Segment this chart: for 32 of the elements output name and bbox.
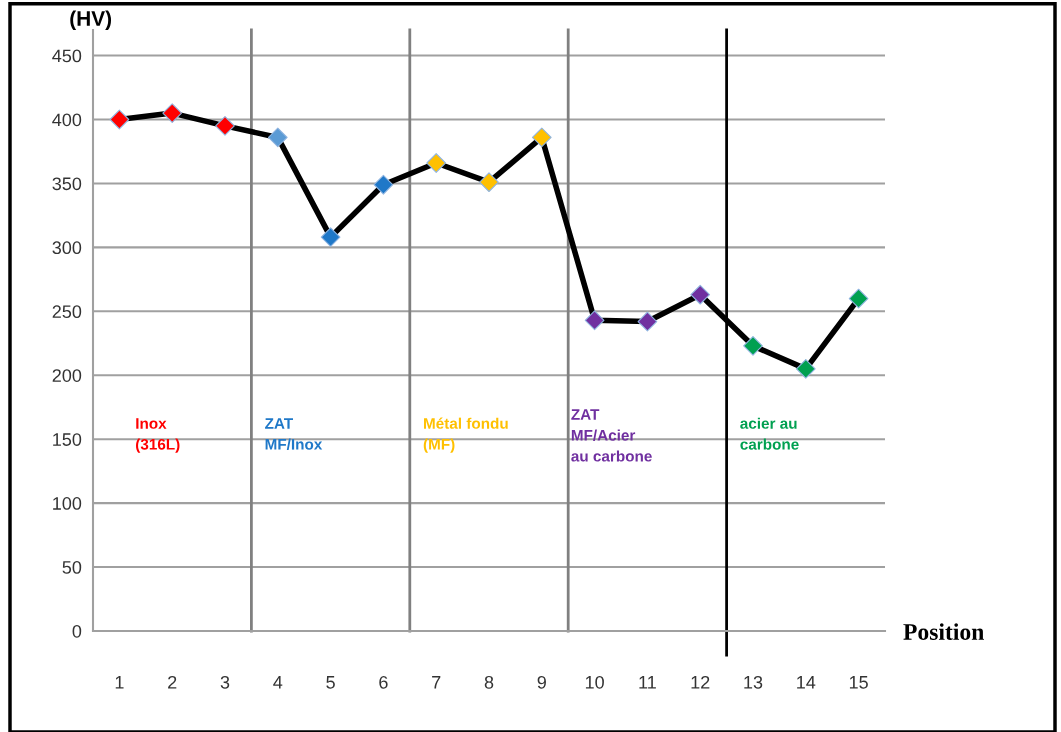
- y-tick-label: 0: [72, 624, 82, 638]
- annotation: ZAT MF/Acier au carbone: [571, 409, 652, 462]
- x-tick-label: 5: [326, 676, 335, 689]
- y-tick-label: 300: [52, 241, 82, 255]
- x-tick-label: 3: [220, 675, 230, 689]
- y-tick-label: 450: [52, 49, 82, 63]
- x-tick-label: 4: [273, 676, 283, 689]
- annotation: ZAT MF/Inox: [265, 418, 323, 450]
- x-tick-label: 1: [115, 676, 124, 689]
- y-tick-label: 400: [52, 113, 82, 127]
- annotation: Inox (316L): [136, 418, 180, 453]
- x-tick-label: 11: [639, 676, 656, 689]
- x-tick-label: 10: [585, 675, 604, 689]
- x-tick-label: 6: [379, 675, 388, 689]
- annotation: Métal fondu (MF): [423, 417, 508, 453]
- y-tick-label: 200: [52, 369, 82, 382]
- y-tick-label: 100: [53, 497, 82, 510]
- x-tick-label: 7: [432, 676, 441, 689]
- y-tick-label: 150: [53, 433, 82, 446]
- x-tick-label: 12: [691, 675, 710, 689]
- x-tick-label: 13: [744, 675, 763, 689]
- annotation: acier au carbone: [740, 417, 799, 450]
- x-axis-title: Position: [903, 623, 984, 640]
- x-tick-label: 14: [797, 676, 816, 689]
- x-tick-label: 15: [849, 676, 868, 689]
- y-tick-label: 50: [62, 561, 82, 574]
- x-tick-label: 9: [537, 675, 546, 689]
- x-tick-label: 8: [484, 675, 494, 689]
- y-axis-title: (HV): [70, 10, 112, 30]
- x-tick-label: 2: [168, 675, 177, 689]
- y-tick-label: 350: [52, 177, 82, 191]
- y-tick-label: 250: [52, 305, 82, 319]
